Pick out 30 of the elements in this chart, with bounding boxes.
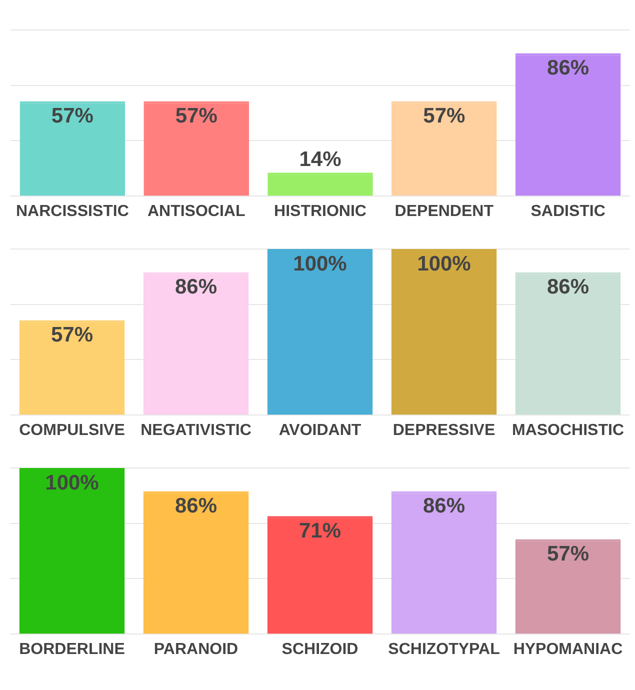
data-label: 57% bbox=[50, 324, 94, 347]
x-tick-label: SADISTIC bbox=[530, 202, 606, 220]
x-tick-label: BORDERLINE bbox=[19, 640, 126, 658]
data-label: 86% bbox=[547, 56, 590, 80]
data-label: 86% bbox=[174, 276, 218, 299]
x-tick-label: NARCISSISTIC bbox=[16, 202, 130, 220]
data-label: 57% bbox=[175, 104, 218, 128]
x-tick-label: SCHIZOID bbox=[282, 640, 358, 658]
x-tick-label: MASOCHISTIC bbox=[512, 422, 624, 439]
x-tick-label: SCHIZOTYPAL bbox=[388, 640, 500, 658]
data-label: 57% bbox=[423, 104, 466, 128]
data-label: 86% bbox=[422, 494, 466, 518]
data-label: 71% bbox=[298, 519, 342, 542]
x-tick-label: HYPOMANIAC bbox=[513, 640, 624, 658]
data-label: 57% bbox=[546, 542, 590, 566]
data-label: 100% bbox=[293, 252, 348, 276]
x-tick-label: DEPRESSIVE bbox=[392, 422, 496, 439]
data-label: 100% bbox=[417, 252, 472, 276]
data-label: 57% bbox=[51, 104, 94, 128]
data-label: 86% bbox=[546, 276, 590, 299]
x-tick-label: DEPENDENT bbox=[394, 202, 494, 220]
data-label: 14% bbox=[299, 148, 342, 171]
x-tick-label: COMPULSIVE bbox=[19, 422, 126, 439]
data-label: 100% bbox=[45, 471, 100, 494]
data-label: 86% bbox=[174, 494, 218, 518]
x-tick-label: AVOIDANT bbox=[278, 422, 362, 439]
x-tick-label: NEGATIVISTIC bbox=[140, 422, 252, 439]
x-tick-label: HISTRIONIC bbox=[274, 202, 367, 220]
x-tick-label: PARANOID bbox=[154, 640, 238, 658]
x-tick-label: ANTISOCIAL bbox=[147, 202, 246, 220]
